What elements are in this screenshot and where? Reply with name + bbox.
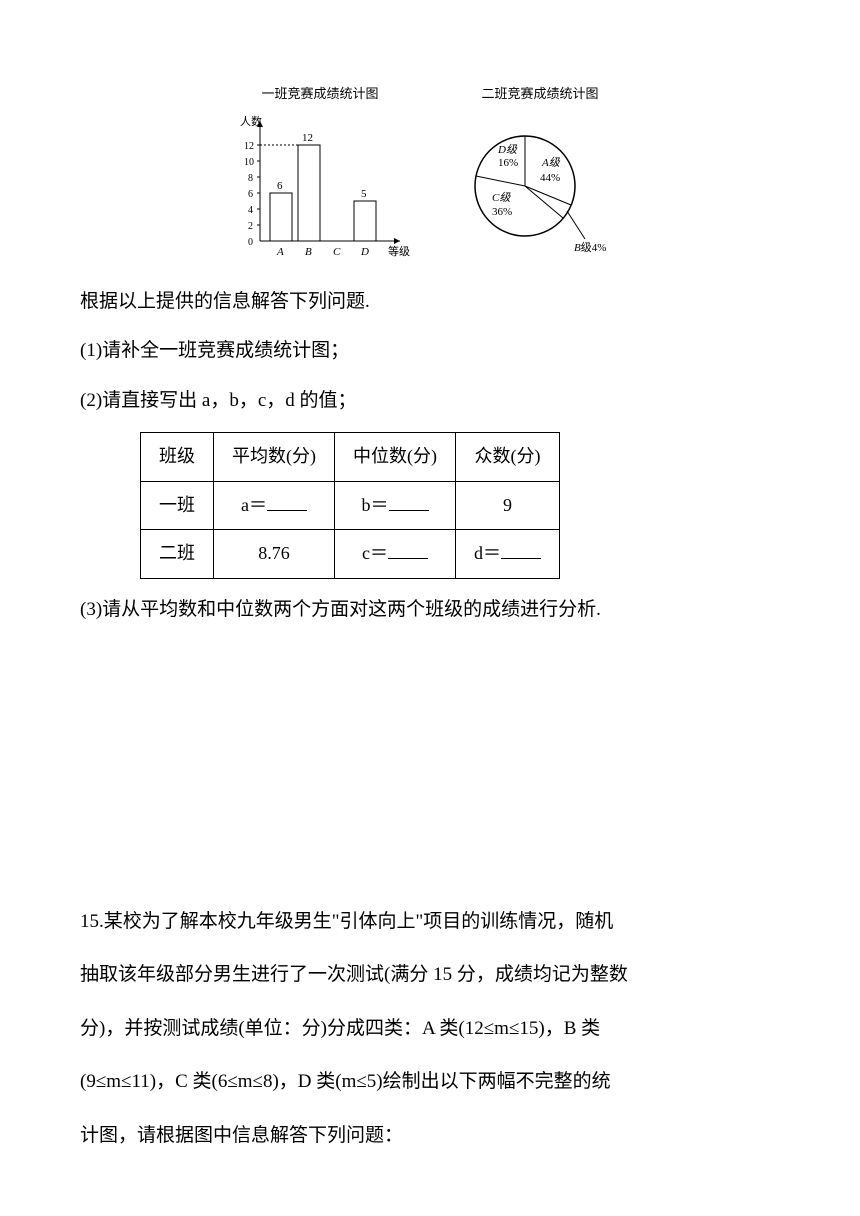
question-3: (3)请从平均数和中位数两个方面对这两个班级的成绩进行分析. <box>80 589 780 631</box>
svg-text:0: 0 <box>248 237 253 248</box>
svg-text:44%: 44% <box>540 172 560 184</box>
svg-text:4: 4 <box>248 205 253 216</box>
row2-avg: 8.76 <box>214 530 335 579</box>
question-15: 15.某校为了解本校九年级男生"引体向上"项目的训练情况，随机 抽取该年级部分男… <box>80 899 780 1159</box>
row2-median: c＝ <box>335 530 456 579</box>
header-median: 中位数(分) <box>335 432 456 481</box>
svg-text:D: D <box>360 246 369 258</box>
svg-text:6: 6 <box>277 180 283 192</box>
table-header-row: 班级 平均数(分) 中位数(分) 众数(分) <box>141 432 560 481</box>
svg-text:12: 12 <box>302 132 313 144</box>
row1-mode: 9 <box>456 481 560 530</box>
svg-text:A级: A级 <box>541 156 561 169</box>
bar-chart-title: 一班竞赛成绩统计图 <box>261 80 378 109</box>
intro-text: 根据以上提供的信息解答下列问题. <box>80 281 780 323</box>
svg-text:人数: 人数 <box>240 115 262 128</box>
svg-text:B: B <box>305 246 312 258</box>
bar-chart: 人数 等级 0 2 4 6 8 10 12 6 A 12 <box>230 111 410 261</box>
table-row: 二班 8.76 c＝ d＝ <box>141 530 560 579</box>
svg-text:B级4%: B级4% <box>574 241 606 254</box>
svg-text:10: 10 <box>244 157 254 168</box>
header-mode: 众数(分) <box>456 432 560 481</box>
header-class: 班级 <box>141 432 214 481</box>
row2-class: 二班 <box>141 530 214 579</box>
question-1: (1)请补全一班竞赛成绩统计图； <box>80 330 780 372</box>
pie-chart: A级 44% C级 36% D级 16% B级4% <box>450 111 630 261</box>
pie-chart-title: 二班竞赛成绩统计图 <box>481 80 598 109</box>
svg-text:36%: 36% <box>492 206 512 218</box>
svg-text:A: A <box>276 246 284 258</box>
svg-text:5: 5 <box>361 188 367 200</box>
svg-text:2: 2 <box>248 221 253 232</box>
row2-mode: d＝ <box>456 530 560 579</box>
svg-text:等级: 等级 <box>388 244 410 258</box>
table-row: 一班 a＝ b＝ 9 <box>141 481 560 530</box>
question-2: (2)请直接写出 a，b，c，d 的值； <box>80 380 780 422</box>
svg-text:D级: D级 <box>497 143 518 156</box>
header-avg: 平均数(分) <box>214 432 335 481</box>
row1-median: b＝ <box>335 481 456 530</box>
svg-text:C: C <box>333 246 341 258</box>
row1-class: 一班 <box>141 481 214 530</box>
svg-text:C级: C级 <box>492 191 511 204</box>
svg-text:12: 12 <box>244 141 254 152</box>
row1-avg: a＝ <box>214 481 335 530</box>
svg-text:8: 8 <box>248 173 253 184</box>
svg-text:6: 6 <box>248 189 253 200</box>
stats-table: 班级 平均数(分) 中位数(分) 众数(分) 一班 a＝ b＝ 9 二班 8.7… <box>140 432 560 579</box>
svg-text:16%: 16% <box>498 157 518 169</box>
